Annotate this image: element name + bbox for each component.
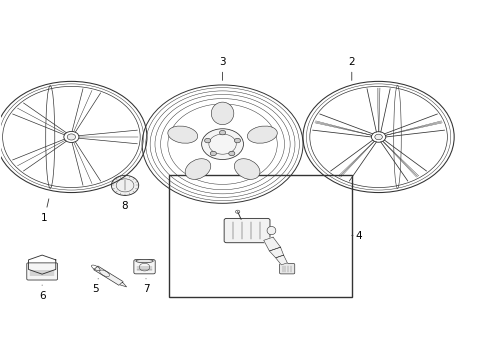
Text: 4: 4 [351,231,362,240]
Text: 6: 6 [39,285,45,301]
Polygon shape [269,247,283,258]
Polygon shape [119,282,126,287]
Text: 1: 1 [41,199,49,222]
Circle shape [67,134,76,140]
Text: 2: 2 [348,57,354,80]
Ellipse shape [211,102,233,125]
Circle shape [228,151,234,156]
Circle shape [234,138,240,143]
Polygon shape [275,255,287,265]
Polygon shape [94,266,123,285]
FancyBboxPatch shape [27,263,58,280]
Text: 8: 8 [122,195,128,211]
Ellipse shape [247,126,277,143]
Ellipse shape [266,226,275,235]
Circle shape [219,130,225,135]
Circle shape [201,129,243,159]
Circle shape [204,138,210,143]
Circle shape [111,175,139,195]
Bar [168,175,351,297]
Ellipse shape [167,126,197,143]
Ellipse shape [234,159,260,179]
Text: 5: 5 [92,279,99,294]
Ellipse shape [185,159,210,179]
Ellipse shape [136,259,153,263]
Circle shape [374,134,382,140]
Text: 7: 7 [142,279,149,294]
Text: 3: 3 [219,57,225,80]
FancyBboxPatch shape [224,219,269,243]
FancyBboxPatch shape [134,260,155,274]
FancyBboxPatch shape [279,264,294,274]
Polygon shape [263,237,280,251]
Circle shape [210,151,216,156]
